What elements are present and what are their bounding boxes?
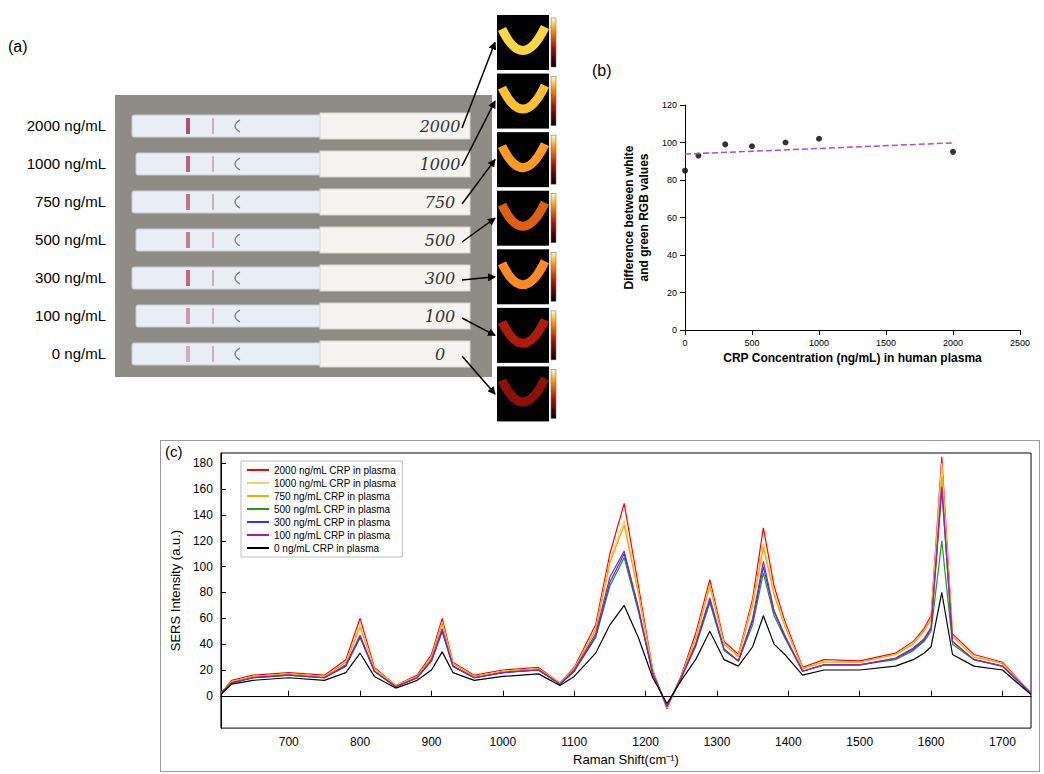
svg-text:SERS Intensity (a.u.): SERS Intensity (a.u.) <box>168 530 183 651</box>
svg-text:120: 120 <box>662 100 677 110</box>
svg-text:40: 40 <box>200 637 214 651</box>
svg-text:500: 500 <box>744 338 759 348</box>
svg-text:900: 900 <box>421 735 441 749</box>
svg-text:0: 0 <box>206 689 213 703</box>
svg-text:80: 80 <box>200 585 214 599</box>
svg-text:60: 60 <box>200 611 214 625</box>
svg-text:0: 0 <box>682 338 687 348</box>
svg-text:1400: 1400 <box>775 735 802 749</box>
svg-text:1500: 1500 <box>846 735 873 749</box>
svg-text:1700: 1700 <box>989 735 1016 749</box>
svg-text:1100: 1100 <box>561 735 587 749</box>
svg-text:100 ng/mL: 100 ng/mL <box>35 307 106 324</box>
svg-text:140: 140 <box>193 508 213 522</box>
svg-text:500 ng/mL: 500 ng/mL <box>35 231 106 248</box>
svg-text:CRP Concentration (ng/mL) in h: CRP Concentration (ng/mL) in human plasm… <box>723 351 982 365</box>
svg-text:500 ng/mL CRP in plasma: 500 ng/mL CRP in plasma <box>274 504 391 515</box>
svg-text:750 ng/mL CRP in plasma: 750 ng/mL CRP in plasma <box>274 491 391 502</box>
svg-text:1000 ng/mL CRP in plasma: 1000 ng/mL CRP in plasma <box>274 478 396 489</box>
svg-text:2500: 2500 <box>1010 338 1030 348</box>
svg-text:1000: 1000 <box>489 735 516 749</box>
svg-text:80: 80 <box>667 175 677 185</box>
svg-text:1000: 1000 <box>809 338 829 348</box>
svg-text:2000 ng/mL: 2000 ng/mL <box>27 117 106 134</box>
svg-text:20: 20 <box>200 663 214 677</box>
svg-text:40: 40 <box>667 250 677 260</box>
svg-text:750: 750 <box>425 193 456 212</box>
svg-text:Raman Shift(cm⁻¹): Raman Shift(cm⁻¹) <box>573 752 679 767</box>
svg-text:100 ng/mL CRP in plasma: 100 ng/mL CRP in plasma <box>274 530 391 541</box>
svg-text:120: 120 <box>193 534 213 548</box>
svg-text:700: 700 <box>279 735 299 749</box>
svg-text:0 ng/mL: 0 ng/mL <box>52 345 106 362</box>
svg-text:100: 100 <box>425 307 456 326</box>
svg-text:60: 60 <box>667 213 677 223</box>
svg-text:1300: 1300 <box>704 735 731 749</box>
svg-text:20: 20 <box>667 288 677 298</box>
svg-text:100: 100 <box>662 138 677 148</box>
svg-text:300: 300 <box>425 269 456 288</box>
svg-text:800: 800 <box>350 735 370 749</box>
svg-text:1200: 1200 <box>632 735 659 749</box>
svg-text:100: 100 <box>193 560 213 574</box>
svg-text:1000: 1000 <box>420 155 461 174</box>
svg-text:300 ng/mL CRP in plasma: 300 ng/mL CRP in plasma <box>274 517 391 528</box>
svg-text:2000 ng/mL CRP in plasma: 2000 ng/mL CRP in plasma <box>274 465 396 476</box>
svg-text:300 ng/mL: 300 ng/mL <box>35 269 106 286</box>
svg-text:0: 0 <box>672 325 677 335</box>
svg-text:750 ng/mL: 750 ng/mL <box>35 193 106 210</box>
html-text:(b): (b) <box>592 62 612 79</box>
svg-text:2000: 2000 <box>419 117 461 136</box>
svg-text:and green RGB values: and green RGB values <box>637 153 651 281</box>
svg-text:160: 160 <box>193 482 213 496</box>
svg-text:(a): (a) <box>8 38 28 55</box>
svg-text:2000: 2000 <box>943 338 963 348</box>
svg-text:1000 ng/mL: 1000 ng/mL <box>27 155 106 172</box>
svg-text:0: 0 <box>435 345 445 364</box>
svg-text:1600: 1600 <box>918 735 945 749</box>
svg-text:Difference between white: Difference between white <box>622 145 636 289</box>
svg-text:1500: 1500 <box>876 338 896 348</box>
svg-text:180: 180 <box>193 456 213 470</box>
svg-text:500: 500 <box>425 231 456 250</box>
html-text:(c): (c) <box>165 443 183 460</box>
svg-text:0 ng/mL CRP in plasma: 0 ng/mL CRP in plasma <box>274 543 379 554</box>
